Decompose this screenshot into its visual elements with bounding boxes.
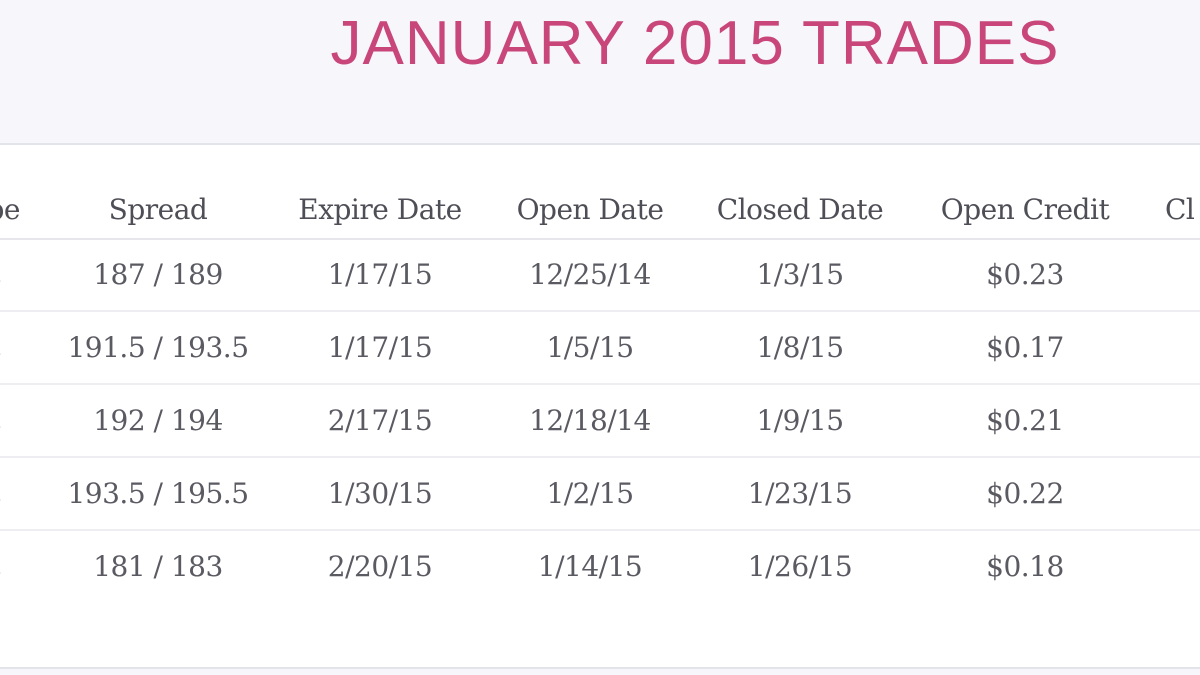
cell-closed-date: 1/3/15 (756, 258, 844, 291)
cell-expire-date: 1/30/15 (327, 477, 433, 510)
trades-table: pe Spread Expire Date Open Date Closed D… (0, 143, 1200, 669)
row-divider (0, 310, 1200, 312)
table-row: t 187 / 189 1/17/15 12/25/14 1/3/15 $0.2… (0, 240, 1200, 312)
header-divider (0, 238, 1200, 240)
cell-open-credit: $0.21 (986, 404, 1064, 437)
row-divider (0, 383, 1200, 385)
cell-spread: 181 / 183 (93, 550, 223, 583)
cell-expire-date: 1/17/15 (327, 331, 433, 364)
cell-open-credit: $0.22 (986, 477, 1064, 510)
cell-open-credit: $0.23 (986, 258, 1064, 291)
cell-closed-date: 1/23/15 (747, 477, 853, 510)
cell-open-date: 12/25/14 (529, 258, 651, 291)
page-title: JANUARY 2015 TRADES (330, 9, 1060, 78)
cell-closed-date: 1/9/15 (756, 404, 844, 437)
table-row: t 181 / 183 2/20/15 1/14/15 1/26/15 $0.1… (0, 532, 1200, 604)
column-header-closed-date: Closed Date (716, 193, 884, 226)
cell-open-credit: $0.18 (986, 550, 1064, 583)
table-row: t 192 / 194 2/17/15 12/18/14 1/9/15 $0.2… (0, 386, 1200, 458)
cell-open-date: 1/14/15 (537, 550, 643, 583)
cell-open-credit: $0.17 (986, 331, 1064, 364)
column-header-type: pe (0, 193, 21, 226)
column-header-open-credit: Open Credit (940, 193, 1110, 226)
cell-expire-date: 1/17/15 (327, 258, 433, 291)
column-header-spread: Spread (108, 193, 208, 226)
cell-open-date: 1/5/15 (546, 331, 634, 364)
cell-expire-date: 2/20/15 (327, 550, 433, 583)
cell-spread: 191.5 / 193.5 (67, 331, 249, 364)
cell-open-date: 1/2/15 (546, 477, 634, 510)
cell-open-date: 12/18/14 (529, 404, 651, 437)
cell-spread: 187 / 189 (93, 258, 223, 291)
table-row: t 193.5 / 195.5 1/30/15 1/2/15 1/23/15 $… (0, 459, 1200, 531)
cell-spread: 193.5 / 195.5 (67, 477, 249, 510)
column-header-expire-date: Expire Date (298, 193, 462, 226)
row-divider (0, 456, 1200, 458)
cell-closed-date: 1/8/15 (756, 331, 844, 364)
cell-closed-date: 1/26/15 (747, 550, 853, 583)
cell-expire-date: 2/17/15 (327, 404, 433, 437)
table-row: t 191.5 / 193.5 1/17/15 1/5/15 1/8/15 $0… (0, 313, 1200, 385)
column-header-open-date: Open Date (516, 193, 664, 226)
column-header-closed-partial: Cl (1165, 193, 1195, 226)
cell-spread: 192 / 194 (93, 404, 223, 437)
row-divider (0, 529, 1200, 531)
